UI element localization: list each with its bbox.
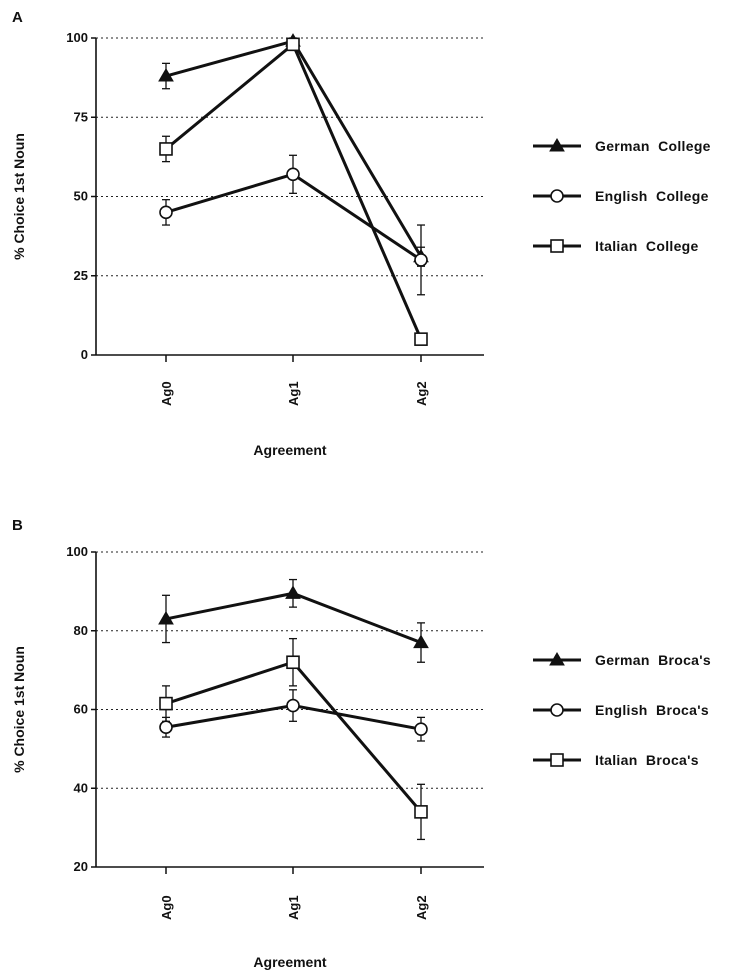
legend-item: Italian College <box>533 238 699 254</box>
panel-letter: A <box>12 9 23 26</box>
y-tick-label: 25 <box>74 268 88 283</box>
data-point <box>414 332 428 346</box>
legend-marker <box>549 138 565 152</box>
series-open-square <box>159 637 428 841</box>
x-tick-label: Ag1 <box>286 381 301 406</box>
x-axis-title: Agreement <box>253 954 326 970</box>
x-tick-label: Ag2 <box>414 895 429 920</box>
data-point <box>158 610 174 625</box>
legend-label: German College <box>595 138 711 154</box>
y-tick-label: 40 <box>74 780 88 795</box>
legend-label: Italian Broca's <box>595 752 699 768</box>
x-axis-title: Agreement <box>253 442 326 458</box>
y-axis-title: % Choice 1st Noun <box>11 133 27 260</box>
x-tick-label: Ag2 <box>414 381 429 406</box>
data-point <box>159 205 173 220</box>
legend-label: German Broca's <box>595 652 711 668</box>
y-tick-label: 60 <box>74 702 88 717</box>
data-point <box>159 720 173 735</box>
legend-marker <box>550 189 564 203</box>
panel-letter: B <box>12 517 23 534</box>
panel-b: B 20 40 60 80 100 Ag0 Ag1 Ag2 % Choice 1st Noun Ag… <box>11 517 711 970</box>
legend-item: English Broca's <box>533 702 709 718</box>
legend-marker <box>549 652 565 666</box>
series-open-circle <box>159 689 428 742</box>
x-tick-label: Ag0 <box>159 381 174 406</box>
legend-marker <box>550 753 564 767</box>
data-point <box>158 68 174 82</box>
legend-item: German Broca's <box>533 652 711 668</box>
legend-item: Italian Broca's <box>533 752 699 768</box>
data-point <box>413 634 429 649</box>
legend-item: German College <box>533 138 711 154</box>
series-open-circle <box>159 154 428 296</box>
data-point <box>286 698 300 713</box>
y-tick-label: 20 <box>74 859 88 874</box>
data-point <box>285 585 301 599</box>
data-point <box>286 167 300 182</box>
data-point <box>286 655 300 670</box>
legend-label: Italian College <box>595 238 699 254</box>
series-open-square <box>159 37 428 346</box>
y-tick-label: 80 <box>74 623 88 638</box>
data-point <box>286 37 300 52</box>
legend-label: English Broca's <box>595 702 709 718</box>
y-tick-label: 50 <box>74 189 88 204</box>
legend-item: English College <box>533 188 709 204</box>
data-point <box>414 253 428 267</box>
series-filled-triangle <box>158 578 429 663</box>
x-tick-label: Ag1 <box>286 895 301 920</box>
legend-marker <box>550 703 564 717</box>
legend-label: English College <box>595 188 709 204</box>
series-filled-triangle <box>158 33 429 267</box>
data-point <box>414 805 428 819</box>
y-tick-label: 100 <box>66 544 88 559</box>
data-point <box>414 722 428 736</box>
legend-marker <box>550 239 564 253</box>
x-tick-label: Ag0 <box>159 895 174 920</box>
y-tick-label: 75 <box>74 109 88 124</box>
panel-a: A 0 25 50 75 100 Ag0 Ag1 Ag2 % Choice 1st Noun Agr… <box>11 9 711 458</box>
y-tick-label: 100 <box>66 30 88 45</box>
data-point <box>159 696 173 711</box>
y-tick-label: 0 <box>81 347 88 362</box>
data-point <box>159 142 173 156</box>
series-line <box>165 39 423 258</box>
y-axis-title: % Choice 1st Noun <box>11 646 27 773</box>
